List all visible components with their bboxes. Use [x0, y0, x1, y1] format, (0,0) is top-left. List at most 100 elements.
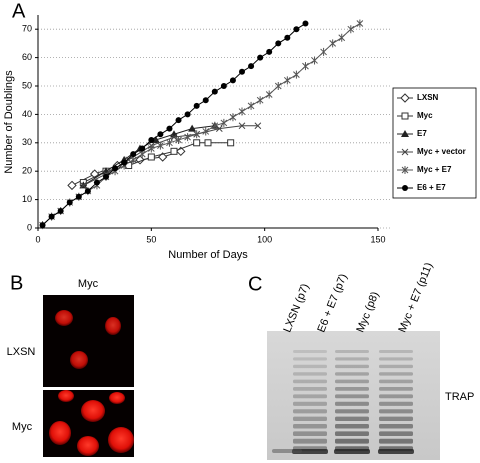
y-tick-label: 10 [22, 194, 32, 204]
lane-label: E6 + E7 (p7) [315, 272, 349, 334]
marker [188, 124, 197, 132]
y-tick-label: 30 [22, 137, 32, 147]
marker [220, 83, 227, 89]
band [335, 409, 369, 414]
band [293, 350, 327, 353]
band [379, 394, 413, 399]
marker [320, 47, 327, 56]
marker [204, 139, 212, 147]
band [293, 438, 327, 444]
panel-letter: A [12, 0, 26, 22]
marker [202, 127, 210, 136]
marker [257, 54, 264, 61]
x-tick-label: 0 [35, 234, 40, 244]
band [335, 394, 369, 399]
x-axis-title: Number of Days [168, 249, 248, 261]
band [293, 364, 327, 369]
y-tick-label: 40 [22, 109, 32, 119]
y-tick-label: 0 [27, 222, 32, 232]
marker [103, 173, 109, 180]
legend-label: Myc [417, 111, 433, 120]
marker [166, 125, 173, 132]
marker [39, 222, 46, 229]
y-tick-label: 70 [22, 24, 32, 34]
legend-label: E6 + E7 [417, 183, 446, 192]
legend-label: Myc + E7 [417, 165, 452, 174]
marker [347, 25, 355, 34]
marker [130, 151, 137, 158]
band [293, 394, 327, 399]
marker [256, 96, 264, 105]
marker [338, 33, 346, 42]
band [335, 424, 369, 429]
band [335, 364, 369, 369]
band [335, 379, 369, 384]
marker [401, 148, 409, 156]
band [293, 387, 327, 391]
panel-letter: C [248, 273, 262, 295]
marker [57, 207, 64, 214]
gel [267, 331, 440, 460]
marker [238, 107, 246, 116]
marker [400, 93, 410, 103]
marker [157, 141, 164, 150]
marker [356, 19, 364, 28]
y-tick-label: 50 [22, 80, 32, 90]
legend-label: E7 [417, 129, 427, 138]
band [293, 401, 327, 406]
marker [311, 56, 318, 65]
band [293, 416, 327, 421]
marker [402, 185, 408, 191]
marker [170, 147, 178, 155]
band [293, 409, 327, 414]
marker [193, 102, 200, 109]
marker [175, 135, 182, 144]
series-line [42, 23, 306, 226]
marker [157, 131, 164, 138]
marker [166, 138, 173, 147]
y-tick-label: 20 [22, 166, 32, 176]
band [335, 350, 369, 353]
marker [284, 34, 291, 41]
marker [147, 144, 155, 153]
marker [193, 139, 201, 147]
gel-bands [272, 350, 414, 454]
marker [75, 193, 82, 200]
series-line [42, 23, 361, 226]
marker [215, 125, 223, 132]
band [379, 424, 413, 429]
band [379, 438, 413, 444]
marker [254, 122, 262, 130]
marker [247, 101, 255, 110]
lane-label: Myc + E7 (p11) [396, 261, 435, 334]
marker [48, 213, 55, 220]
band [335, 401, 369, 406]
band [379, 364, 413, 369]
marker [175, 117, 182, 124]
marker [139, 145, 146, 152]
marker [79, 182, 87, 189]
marker [121, 159, 128, 166]
marker [211, 88, 218, 95]
x-tick-label: 150 [370, 234, 385, 244]
band [293, 431, 327, 437]
band [379, 379, 413, 384]
band [335, 372, 369, 376]
marker [283, 76, 291, 85]
band [335, 416, 369, 421]
y-tick-label: 60 [22, 52, 32, 62]
marker [302, 20, 309, 27]
row-label: Myc [12, 421, 33, 433]
marker [184, 111, 191, 118]
band [293, 372, 327, 376]
marker [229, 113, 237, 122]
band [379, 409, 413, 414]
marker [248, 63, 255, 70]
series-line [83, 125, 258, 186]
marker [170, 133, 178, 141]
marker [112, 165, 119, 172]
marker [275, 40, 282, 47]
marker [265, 90, 273, 99]
legend-label: Myc + vector [417, 147, 466, 156]
